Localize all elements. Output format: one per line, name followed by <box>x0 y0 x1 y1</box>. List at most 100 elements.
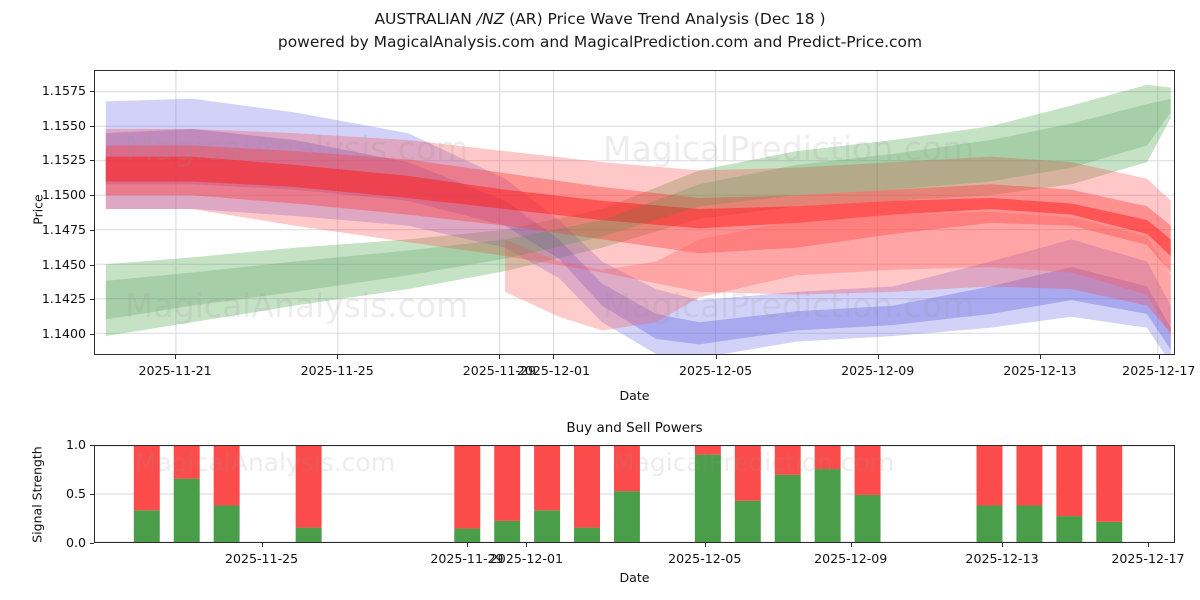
sell-power-bar <box>494 446 521 521</box>
buy-power-bar <box>213 505 240 542</box>
price-y-tickmark <box>90 264 94 266</box>
signal-chart-title: Buy and Sell Powers <box>566 420 703 436</box>
price-y-tickmark <box>90 90 94 92</box>
buy-power-bar <box>854 494 881 542</box>
sell-power-bar <box>774 446 801 475</box>
buy-power-bar <box>1016 505 1043 542</box>
price-y-tick-label: 1.1425 <box>41 291 86 307</box>
price-x-tickmark <box>715 355 717 359</box>
price-wave-chart[interactable]: MagicalAnalysis.com MagicalPrediction.co… <box>94 70 1175 355</box>
signal-y-tickmark <box>90 494 94 495</box>
price-y-tickmark <box>90 195 94 197</box>
signal-x-tick-label: 2025-11-25 <box>224 551 299 566</box>
buy-power-bar <box>295 527 322 542</box>
price-x-tick-label: 2025-12-05 <box>678 363 753 378</box>
price-y-tickmark <box>90 299 94 301</box>
price-axis-y-label: Price <box>30 194 46 225</box>
signal-axis-x-label: Date <box>619 570 650 585</box>
signal-x-tick-label: 2025-12-17 <box>1111 551 1185 566</box>
price-x-tick-label: 2025-11-25 <box>300 363 374 378</box>
price-band-red-band-inner <box>105 156 1171 256</box>
sell-power-bar <box>613 446 640 492</box>
sell-power-bar <box>976 446 1003 506</box>
price-y-tick-label: 1.1475 <box>41 221 86 237</box>
price-y-tick-label: 1.1450 <box>41 256 86 272</box>
sell-power-bar <box>1096 446 1123 522</box>
price-x-tickmark <box>553 355 555 359</box>
title-symbol: /NZ <box>476 10 505 28</box>
signal-x-tick-label: 2025-12-13 <box>965 551 1039 566</box>
price-y-tickmark <box>90 125 94 127</box>
signal-x-tickmark <box>850 543 852 547</box>
buy-power-bar <box>1096 521 1123 542</box>
page-subtitle: powered by MagicalAnalysis.com and Magic… <box>277 33 923 51</box>
signal-x-tick-label: 2025-12-01 <box>489 551 563 566</box>
signal-x-tick-label: 2025-12-05 <box>668 551 742 566</box>
price-band-blue-band-outer <box>105 98 1171 354</box>
title-prefix: AUSTRALIAN <box>374 10 477 28</box>
price-y-tick-label: 1.1400 <box>41 326 86 342</box>
buy-power-bar <box>574 527 600 542</box>
sell-power-bar <box>854 446 881 495</box>
price-x-tick-label: 2025-11-29 <box>462 363 536 378</box>
title-suffix: (AR) Price Wave Trend Analysis (Dec 18 ) <box>504 10 826 28</box>
price-x-tick-label: 2025-12-01 <box>516 363 591 378</box>
buy-power-bar <box>613 491 640 542</box>
sell-power-bar <box>814 446 841 470</box>
price-x-tick-label: 2025-12-13 <box>1003 363 1077 378</box>
page-title: AUSTRALIAN /NZ (AR) Price Wave Trend Ana… <box>0 0 1200 29</box>
signal-bars-svg <box>95 446 1174 542</box>
price-y-tickmark <box>90 160 94 162</box>
buy-power-bar <box>774 474 801 542</box>
signal-bar-group <box>133 446 1123 542</box>
sell-power-bar <box>454 446 481 529</box>
price-gridlines <box>95 71 1174 354</box>
signal-x-tick-label: 2025-12-09 <box>814 551 888 566</box>
price-x-tick-label: 2025-11-21 <box>138 363 212 378</box>
price-y-tickmark <box>90 334 94 336</box>
signal-x-tickmark <box>261 543 263 547</box>
price-y-tick-label: 1.1525 <box>41 152 86 168</box>
sell-power-bar <box>173 446 200 479</box>
sell-power-bar <box>1016 446 1043 506</box>
buy-power-bar <box>133 510 160 542</box>
buy-power-bar <box>454 528 481 542</box>
signal-x-tickmark <box>1002 543 1004 547</box>
sell-power-bar <box>694 446 721 455</box>
price-bands-svg <box>95 71 1174 354</box>
price-x-tick-label: 2025-12-17 <box>1122 363 1196 378</box>
signal-x-tickmark <box>1147 543 1149 547</box>
sell-power-bar <box>1056 446 1083 517</box>
buy-power-bar <box>1056 516 1083 542</box>
buy-power-bar <box>534 510 561 542</box>
price-x-tick-label: 2025-12-09 <box>841 363 915 378</box>
sell-power-bar <box>574 446 600 528</box>
signal-x-tickmark <box>466 543 468 547</box>
signal-x-tickmark <box>526 543 528 547</box>
price-y-tick-label: 1.1575 <box>41 82 86 98</box>
price-x-tickmark <box>175 355 177 359</box>
buy-power-bar <box>814 469 841 542</box>
price-band-red-band-lower-tail <box>505 211 1171 337</box>
price-y-tickmark <box>90 229 94 231</box>
signal-y-tick-label: 0.5 <box>65 486 86 501</box>
price-axis-x-label: Date <box>619 388 650 403</box>
buy-sell-powers-chart[interactable]: MagicalAnalysis.com MagicalPrediction.co… <box>94 445 1175 543</box>
price-y-tick-label: 1.1500 <box>41 187 86 203</box>
signal-y-tick-label: 1.0 <box>65 437 86 452</box>
price-y-tick-label: 1.1550 <box>41 117 86 133</box>
price-x-tickmark <box>337 355 339 359</box>
signal-y-tick-label: 0.0 <box>65 535 86 550</box>
price-x-tickmark <box>1158 355 1160 359</box>
signal-x-tickmark <box>704 543 706 547</box>
buy-power-bar <box>976 505 1003 542</box>
price-x-tickmark <box>499 355 501 359</box>
signal-y-tickmark <box>90 543 94 544</box>
buy-power-bar <box>734 500 761 542</box>
buy-power-bar <box>494 520 521 542</box>
price-x-tickmark <box>1039 355 1041 359</box>
price-x-tickmark <box>877 355 879 359</box>
signal-y-tickmark <box>90 445 94 446</box>
sell-power-bar <box>213 446 240 506</box>
